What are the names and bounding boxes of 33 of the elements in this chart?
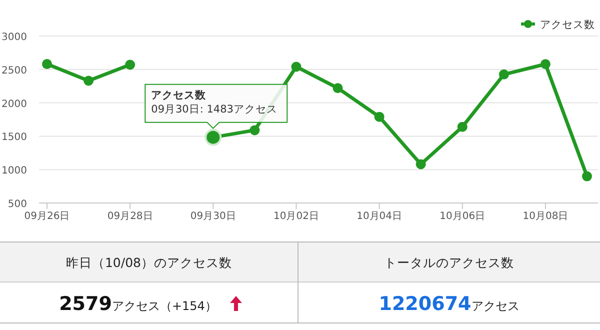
point xyxy=(498,69,509,80)
x-tick-label: 09月28日 xyxy=(107,211,153,222)
text: 1220674 xyxy=(378,293,472,315)
point xyxy=(332,83,343,94)
point xyxy=(416,159,426,170)
point xyxy=(291,62,302,72)
point xyxy=(250,125,260,136)
x-tick-label: 10月02日 xyxy=(274,211,319,222)
y-tick-label: 500 xyxy=(8,199,27,210)
x-tick-label: 10月06日 xyxy=(440,211,486,222)
text: アクセス xyxy=(471,299,520,313)
point xyxy=(42,59,52,70)
text: アクセス（+154） xyxy=(112,299,217,313)
point xyxy=(374,112,384,122)
y-tick-label: 1000 xyxy=(2,166,27,177)
text: 2579 xyxy=(59,293,112,315)
x-tick-label: 10月04日 xyxy=(356,211,402,222)
point xyxy=(84,76,94,86)
y-tick-label: 2000 xyxy=(2,98,27,110)
text: 昨日（10/08）のアクセス数 xyxy=(66,255,232,270)
point xyxy=(125,60,136,70)
x-tick-label: 10月08日 xyxy=(522,211,568,222)
y-tick-label: 2500 xyxy=(2,65,27,76)
y-tick-label: 3000 xyxy=(2,32,27,43)
y-tick-label: 1500 xyxy=(2,132,27,144)
annotation: アクセス数 09月30日: 1483アクセス xyxy=(151,88,278,116)
x-tick-label: 09月26日 xyxy=(24,211,70,222)
point xyxy=(540,59,550,70)
point xyxy=(457,122,468,132)
text: トータルのアクセス数 xyxy=(384,255,514,270)
x-tick-label: 09月30日 xyxy=(190,211,236,222)
point xyxy=(582,171,592,182)
legend-label: アクセス数 xyxy=(540,19,595,31)
